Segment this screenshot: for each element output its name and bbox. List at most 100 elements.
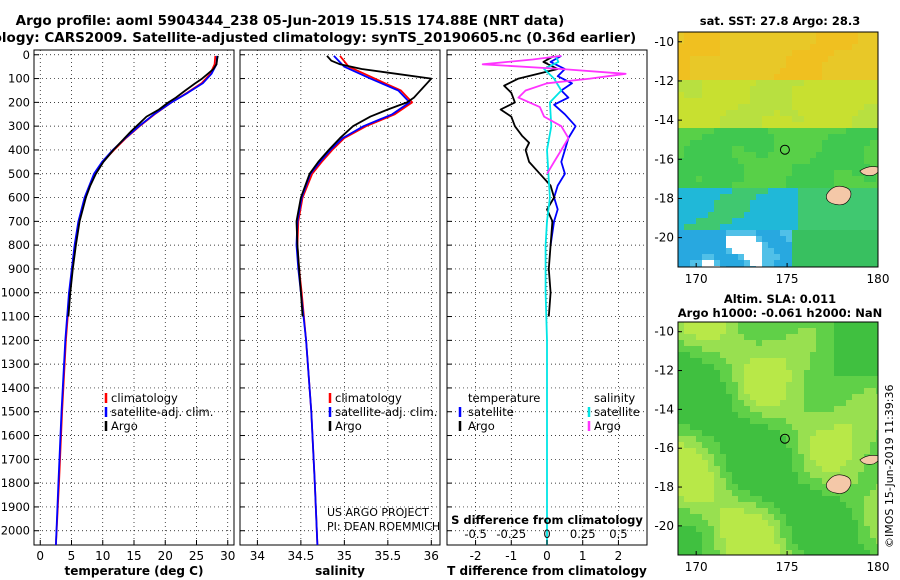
map-cell [840,128,847,135]
map-cell [696,248,703,255]
map-cell [876,388,878,395]
map-cell [690,152,697,159]
map-cell [810,352,817,359]
map-cell [696,92,703,99]
map-cell [702,86,709,93]
map-cell [762,194,769,201]
map-cell [774,436,781,443]
map-cell [780,86,787,93]
map-cell [720,436,727,443]
map-cell [720,86,727,93]
map-cell [864,520,871,527]
map-cell [690,418,697,425]
map-cell [744,32,751,39]
map-cell [738,170,745,177]
map-cell [876,242,878,249]
map-cell [816,526,823,533]
map-cell [696,544,703,551]
map-cell [864,50,871,57]
map-cell [702,248,709,255]
map-cell [780,322,787,329]
map-cell [780,248,787,255]
map-cell [714,412,721,419]
map-cell [762,134,769,141]
map-cell [822,188,829,195]
map-cell [822,496,829,503]
map-cell [852,260,859,267]
map-cell [756,508,763,515]
map-cell [804,328,811,335]
map-cell [780,170,787,177]
map-y-tick-label: -18 [654,191,674,205]
map-cell [816,110,823,117]
map-cell [792,544,799,551]
map-cell [720,224,727,231]
map-cell [702,128,709,135]
map-cell [864,86,871,93]
map-cell [780,406,787,413]
map-cell [708,74,715,81]
map-cell [684,176,691,183]
map-cell [726,242,733,249]
map-cell [738,182,745,189]
map-cell [726,538,733,545]
map-cell [684,44,691,51]
map-cell [678,104,685,111]
map-cell [678,38,685,45]
map-cell [834,418,841,425]
map-cell [858,80,865,87]
map-cell [690,170,697,177]
map-cell [864,382,871,389]
map-cell [852,544,859,551]
map-cell [690,394,697,401]
map-cell [864,496,871,503]
map-cell [798,230,805,237]
map-cell [792,382,799,389]
map-cell [720,98,727,105]
map-cell [732,436,739,443]
map-cell [720,400,727,407]
map-cell [684,382,691,389]
map-cell [696,254,703,261]
map-cell [840,502,847,509]
map-cell [846,334,853,341]
map-cell [738,248,745,255]
map-cell [864,544,871,551]
map-cell [798,98,805,105]
map-cell [762,550,769,555]
map-cell [750,80,757,87]
map-cell [858,254,865,261]
map-cell [870,466,877,473]
map-cell [756,322,763,329]
map-cell [828,110,835,117]
map-cell [828,44,835,51]
map-x-tick-label: 170 [685,272,708,286]
map-cell [702,218,709,225]
map-cell [780,514,787,521]
map-cell [810,496,817,503]
map-cell [744,74,751,81]
map-cell [714,322,721,329]
map-cell [708,334,715,341]
sst-map-panel: sat. SST: 27.8 Argo: 28.3 170 175 180-10-1… [654,14,889,286]
map-cell [702,484,709,491]
map-cell [786,32,793,39]
map-cell [798,376,805,383]
map-cell [678,176,685,183]
map-cell [840,116,847,123]
map-cell [858,158,865,165]
map-cell [858,370,865,377]
map-cell [864,442,871,449]
map-cell [768,116,775,123]
map-cell [786,110,793,117]
map-cell [774,194,781,201]
map-cell [726,194,733,201]
map-cell [738,44,745,51]
map-cell [870,436,877,443]
map-cell [768,230,775,237]
map-cell [690,388,697,395]
map-cell [810,104,817,111]
map-cell [738,230,745,237]
map-cell [738,134,745,141]
map-cell [762,514,769,521]
